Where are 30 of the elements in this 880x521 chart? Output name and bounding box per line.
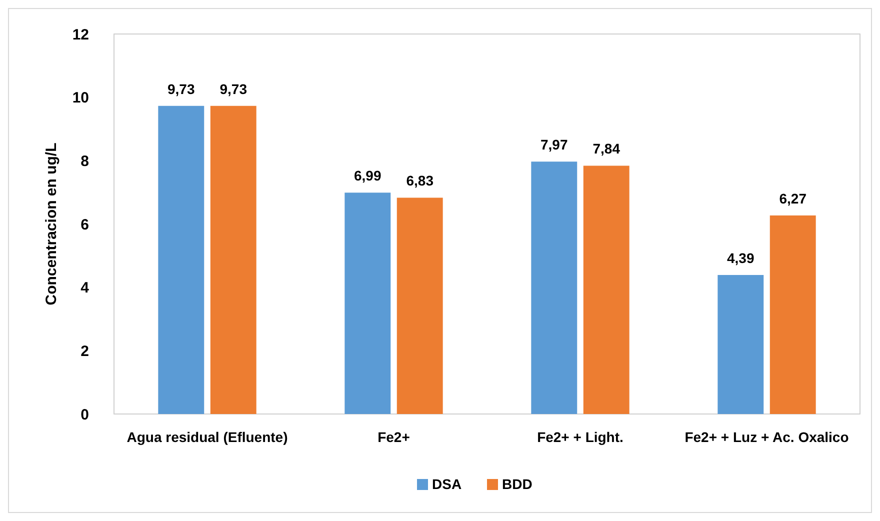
bar xyxy=(210,106,256,414)
x-tick-label: Agua residual (Efluente) xyxy=(126,429,288,445)
bar xyxy=(531,162,578,414)
legend-label: BDD xyxy=(502,476,532,492)
x-tick-label: Fe2+ + Light. xyxy=(537,429,624,445)
y-tick-label: 8 xyxy=(80,152,89,170)
data-label: 6,27 xyxy=(779,190,807,206)
data-label: 7,84 xyxy=(592,140,620,157)
data-label: 4,39 xyxy=(727,250,754,266)
bar xyxy=(344,192,391,414)
y-axis-title: Concentracion en ug/L xyxy=(43,142,60,306)
y-tick-label: 10 xyxy=(72,90,89,107)
bar xyxy=(396,198,443,414)
x-tick-label: Fe2+ xyxy=(378,429,410,445)
data-label: 9,73 xyxy=(168,80,195,97)
data-label: 6,99 xyxy=(354,168,382,184)
y-tick-label: 4 xyxy=(80,280,90,297)
data-label: 6,83 xyxy=(406,172,434,189)
bar xyxy=(718,274,764,414)
bar xyxy=(583,166,630,414)
y-tick-label: 0 xyxy=(80,406,89,424)
y-tick-label: 6 xyxy=(80,216,89,234)
y-tick-label: 2 xyxy=(80,342,89,360)
data-label: 9,73 xyxy=(220,80,248,97)
y-tick-label: 12 xyxy=(72,26,89,44)
x-tick-label: Fe2+ + Luz + Ac. Oxalico xyxy=(684,429,849,445)
bar xyxy=(770,215,816,414)
data-label: 7,97 xyxy=(540,136,568,153)
bar xyxy=(158,106,204,414)
legend-label: DSA xyxy=(432,476,462,492)
